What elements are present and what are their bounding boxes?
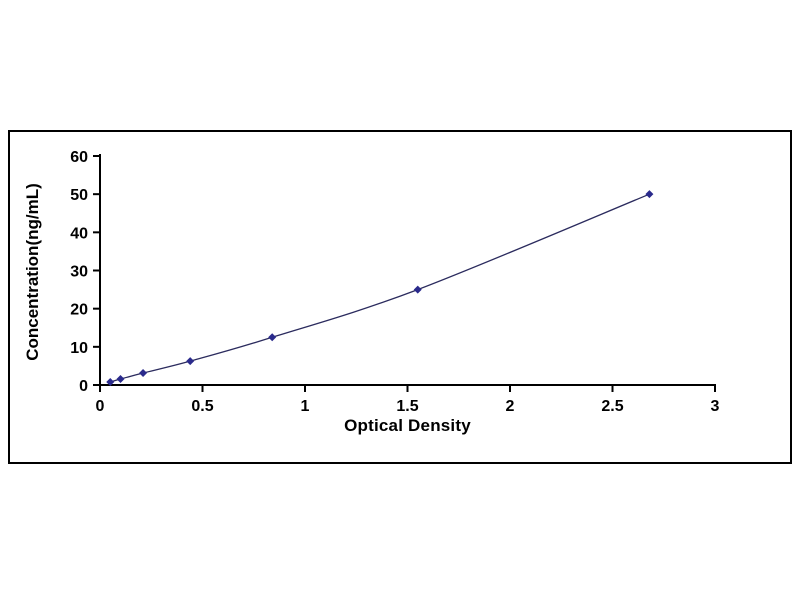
data-point-marker [106, 378, 115, 387]
series-line-standard-curve [110, 193, 650, 383]
x-tick-label: 2.5 [601, 398, 623, 415]
axis-ticks [93, 155, 716, 392]
data-point-marker [268, 333, 277, 342]
data-point-marker [139, 369, 148, 378]
y-tick-label: 40 [70, 225, 88, 242]
x-tick-label: 1.5 [396, 398, 418, 415]
x-tick-label: 0.5 [191, 398, 213, 415]
data-point-marker [645, 190, 654, 199]
y-tick-label: 0 [79, 378, 88, 395]
data-point-marker [116, 375, 125, 384]
x-tick-label: 2 [506, 398, 515, 415]
data-point-marker [186, 357, 195, 366]
axes [99, 154, 716, 386]
x-tick-label: 3 [711, 398, 720, 415]
y-tick-label: 60 [70, 149, 88, 166]
x-tick-label: 1 [301, 398, 310, 415]
series-markers-standard-curve [106, 190, 654, 387]
y-axis-title: Concentration(ng/mL) [23, 183, 42, 361]
data-point-marker [413, 285, 422, 294]
x-axis-title: Optical Density [344, 416, 471, 435]
standard-curve-figure: 0 0.5 1 1.5 2 2.5 3 0 10 20 30 40 50 60 Concentration… [8, 130, 792, 464]
y-tick-label: 10 [70, 340, 88, 357]
y-tick-label: 50 [70, 187, 88, 204]
y-tick-label: 20 [70, 302, 88, 319]
y-tick-label: 30 [70, 264, 88, 281]
x-tick-label: 0 [96, 398, 105, 415]
